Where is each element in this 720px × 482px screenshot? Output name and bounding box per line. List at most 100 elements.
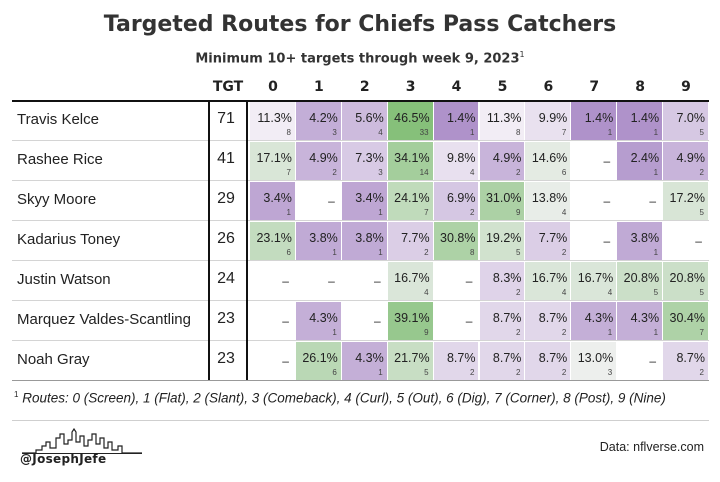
tgt-value: 41: [217, 150, 235, 167]
cell-count: 5: [699, 128, 704, 137]
cell-empty-dash: –: [465, 314, 473, 328]
cell-count: 4: [424, 288, 429, 297]
cell-count: 9: [515, 208, 521, 217]
heatmap-cell: 23.1% 6: [250, 222, 296, 260]
cell-empty-dash: –: [695, 234, 702, 248]
heatmap-cell: 16.7% 4: [571, 262, 618, 300]
cell-percent: 4.3%: [630, 311, 660, 325]
heatmap-cell: 4.3% 1: [295, 302, 342, 340]
cell-percent: 19.2%: [485, 231, 522, 245]
player-name: Noah Gray: [17, 351, 90, 368]
cell-count: 2: [424, 248, 429, 257]
heatmap-cell: –: [433, 302, 480, 340]
route-column-header: 9: [681, 79, 691, 95]
heatmap-cell: 1.4% 1: [433, 102, 480, 140]
cell-count: 7: [561, 128, 567, 137]
cell-count: 3: [378, 168, 383, 177]
cell-percent: 39.1%: [394, 311, 430, 325]
cell-count: 4: [607, 288, 613, 297]
cell-percent: 13.8%: [531, 191, 568, 205]
cell-count: 1: [470, 128, 475, 137]
heatmap-cell: 30.8% 8: [433, 222, 480, 260]
tgt-column-header: TGT: [212, 79, 244, 95]
cell-empty-dash: –: [374, 274, 381, 288]
heatmap-cell: 8.7% 2: [433, 342, 480, 380]
heatmap-cell: 11.3% 8: [479, 102, 526, 140]
cell-count: 6: [332, 368, 337, 377]
cell-empty-dash: –: [649, 194, 657, 208]
heatmap-cell: 31.0% 9: [479, 182, 526, 220]
cell-percent: 6.9%: [446, 191, 476, 205]
cell-count: 2: [561, 328, 567, 337]
name-column-rule: [208, 100, 210, 380]
route-column-header: 3: [405, 79, 416, 95]
cell-percent: 1.4%: [584, 111, 614, 125]
cell-percent: 3.4%: [355, 191, 384, 205]
heatmap-cell: 9.8% 4: [433, 142, 480, 180]
cell-percent: 4.3%: [309, 311, 338, 325]
heatmap-cell: 7.7% 2: [525, 222, 572, 260]
heatmap-cell: 4.3% 1: [341, 342, 388, 380]
cell-percent: 17.1%: [256, 151, 292, 165]
routes-footnote: 1 Routes: 0 (Screen), 1 (Flat), 2 (Slant…: [14, 390, 666, 406]
heatmap-cell: 3.4% 1: [250, 182, 296, 220]
heatmap-cell: 4.9% 2: [479, 142, 526, 180]
cell-empty-dash: –: [603, 194, 611, 208]
cell-count: 4: [561, 208, 567, 217]
heatmap-cell: 16.7% 4: [525, 262, 572, 300]
cell-count: 7: [286, 168, 291, 177]
heatmap-cell: 8.7% 2: [525, 342, 572, 380]
cell-percent: 24.1%: [394, 191, 430, 205]
cell-count: 2: [699, 368, 704, 377]
route-column-header: 0: [268, 79, 278, 95]
cell-percent: 2.4%: [630, 151, 660, 165]
cell-percent: 8.7%: [492, 311, 522, 325]
cell-count: 1: [607, 328, 613, 337]
cell-count: 8: [470, 248, 475, 257]
tgt-value: 23: [217, 310, 235, 327]
heatmap-cell: 8.7% 2: [479, 342, 526, 380]
route-column-header: 5: [497, 79, 508, 95]
heatmap-cell: –: [571, 222, 618, 260]
cell-count: 2: [470, 208, 475, 217]
cell-percent: 21.7%: [394, 351, 430, 365]
heatmap-cell: 2.4% 1: [617, 142, 664, 180]
cell-empty-dash: –: [649, 354, 657, 368]
player-name: Travis Kelce: [17, 111, 99, 128]
cell-percent: 13.0%: [577, 351, 614, 365]
route-column-header: 8: [635, 79, 645, 95]
heatmap-cell: 30.4% 7: [663, 302, 709, 340]
cell-percent: 3.8%: [355, 231, 384, 245]
footnote-text: Routes: 0 (Screen), 1 (Flat), 2 (Slant),…: [22, 390, 666, 406]
cell-empty-dash: –: [603, 234, 611, 248]
heatmap-cell: 21.7% 5: [387, 342, 434, 380]
heatmap-cell: –: [663, 222, 709, 260]
cell-count: 5: [653, 288, 659, 297]
cell-percent: 9.8%: [446, 151, 476, 165]
heatmap-cell: 8.7% 2: [663, 342, 709, 380]
cell-count: 1: [607, 128, 613, 137]
tgt-value: 24: [217, 270, 235, 287]
heatmap-cell: –: [341, 302, 388, 340]
tgt-value: 26: [217, 230, 235, 247]
cell-percent: 4.3%: [355, 351, 384, 365]
subtitle-text: Minimum 10+ targets through week 9, 2023: [195, 51, 520, 67]
heatmap-cell: 20.8% 5: [663, 262, 709, 300]
cell-percent: 3.4%: [263, 191, 292, 205]
heatmap-cell: 3.4% 1: [341, 182, 388, 220]
cell-percent: 23.1%: [256, 231, 292, 245]
cell-count: 3: [607, 368, 613, 377]
heatmap-cell: 39.1% 9: [387, 302, 434, 340]
cell-percent: 4.2%: [309, 111, 338, 125]
cell-empty-dash: –: [282, 354, 289, 368]
cell-count: 33: [419, 128, 429, 137]
heatmap-cell: 16.7% 4: [387, 262, 434, 300]
tgt-column-rule: [246, 100, 248, 380]
heatmap-cell: 3.8% 1: [341, 222, 388, 260]
header-rule: [12, 100, 709, 102]
heatmap-cell: 11.3% 8: [250, 102, 296, 140]
cell-count: 5: [699, 208, 704, 217]
route-column-header: 1: [313, 79, 324, 95]
cell-count: 5: [424, 368, 429, 377]
heatmap-cell: –: [341, 262, 388, 300]
